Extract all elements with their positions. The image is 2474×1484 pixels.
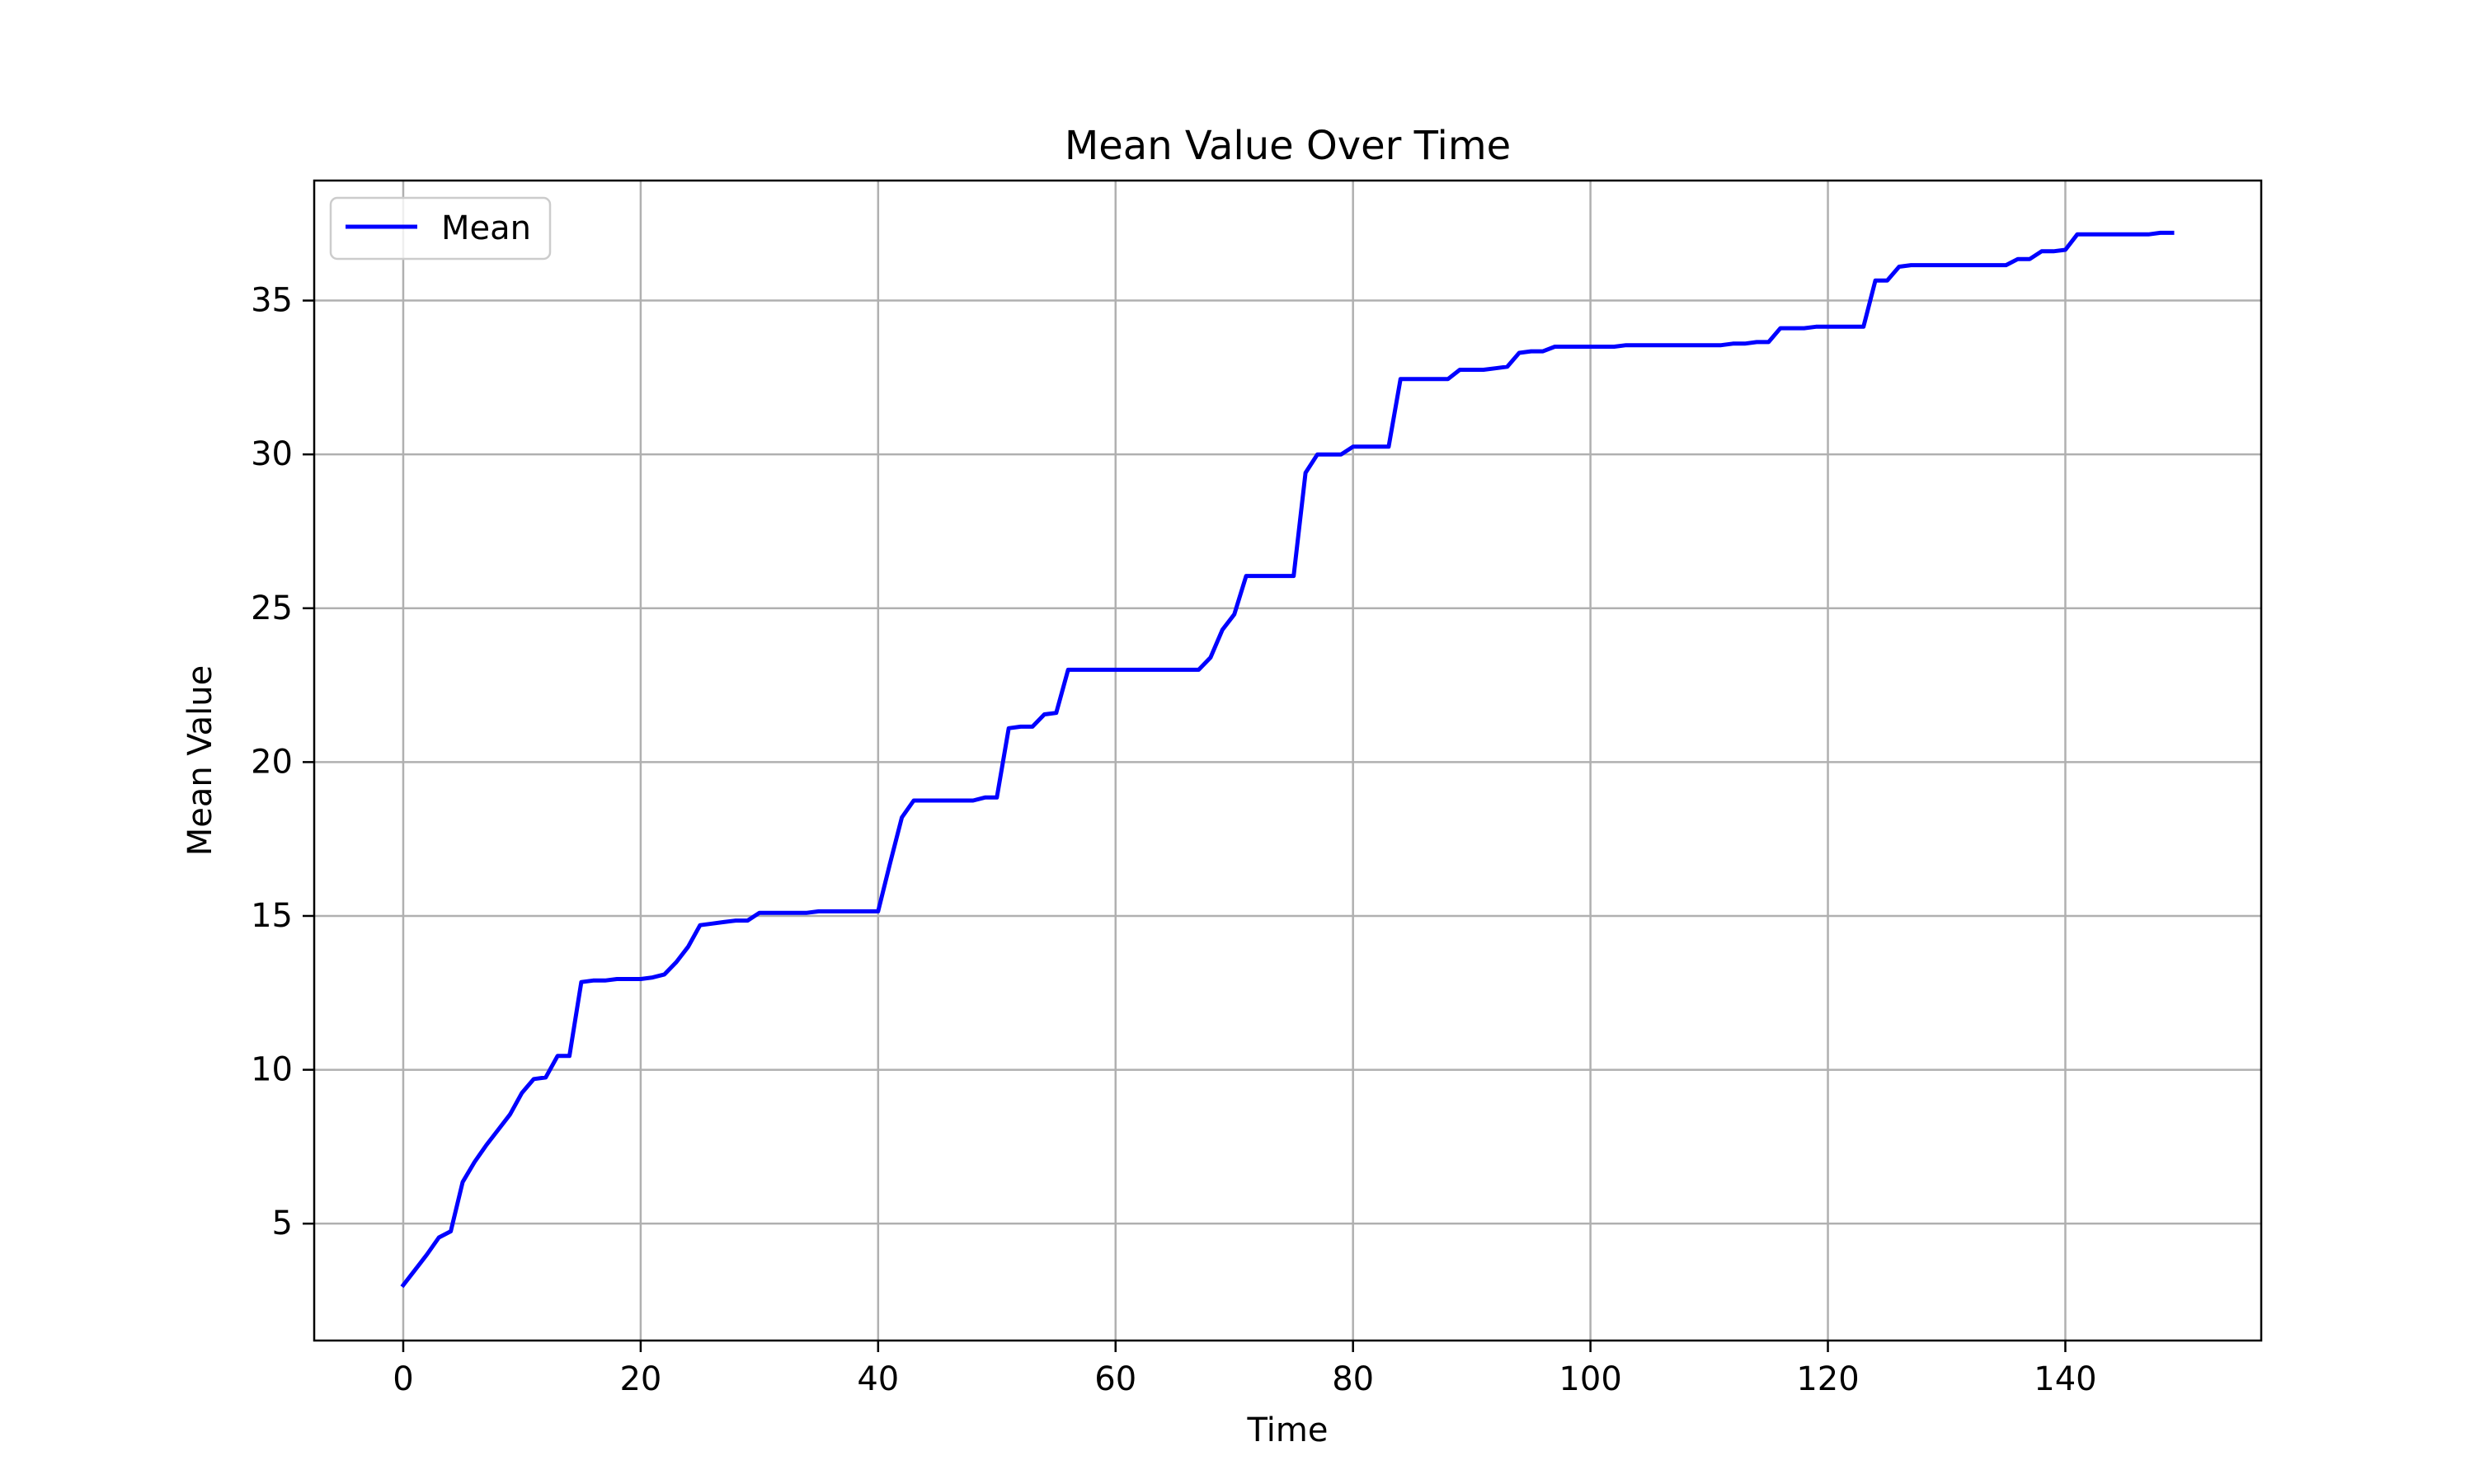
- y-tick-label: 5: [272, 1205, 293, 1242]
- y-axis-label: Mean Value: [181, 665, 219, 857]
- x-axis-label: Time: [1247, 1411, 1329, 1449]
- x-tick-label: 20: [619, 1360, 661, 1398]
- x-tick-label: 0: [393, 1360, 413, 1398]
- x-tick-label: 140: [2034, 1360, 2096, 1398]
- series-layer: [400, 230, 2175, 1289]
- chart-title: Mean Value Over Time: [1065, 123, 1511, 169]
- series-line-mean: [400, 230, 2175, 1289]
- x-tick-label: 40: [857, 1360, 899, 1398]
- axis-ticks: 0 20 40 60 80 100 120 140 5 10 15 20 25 30 35: [251, 282, 2097, 1398]
- grid: [314, 181, 2261, 1341]
- plot-frame: [313, 179, 2263, 1342]
- legend-label-mean: Mean: [441, 209, 531, 247]
- x-tick-label: 60: [1094, 1360, 1136, 1398]
- y-tick-label: 15: [251, 897, 293, 935]
- y-tick-label: 30: [251, 435, 293, 473]
- y-tick-label: 10: [251, 1051, 293, 1089]
- y-tick-label: 20: [251, 743, 293, 781]
- legend-box: [329, 196, 552, 261]
- x-tick-label: 100: [1559, 1360, 1621, 1398]
- y-tick-label: 25: [251, 589, 293, 627]
- y-tick-label: 35: [251, 282, 293, 320]
- x-tick-label: 80: [1332, 1360, 1374, 1398]
- legend: Mean: [329, 196, 552, 261]
- x-tick-label: 120: [1796, 1360, 1859, 1398]
